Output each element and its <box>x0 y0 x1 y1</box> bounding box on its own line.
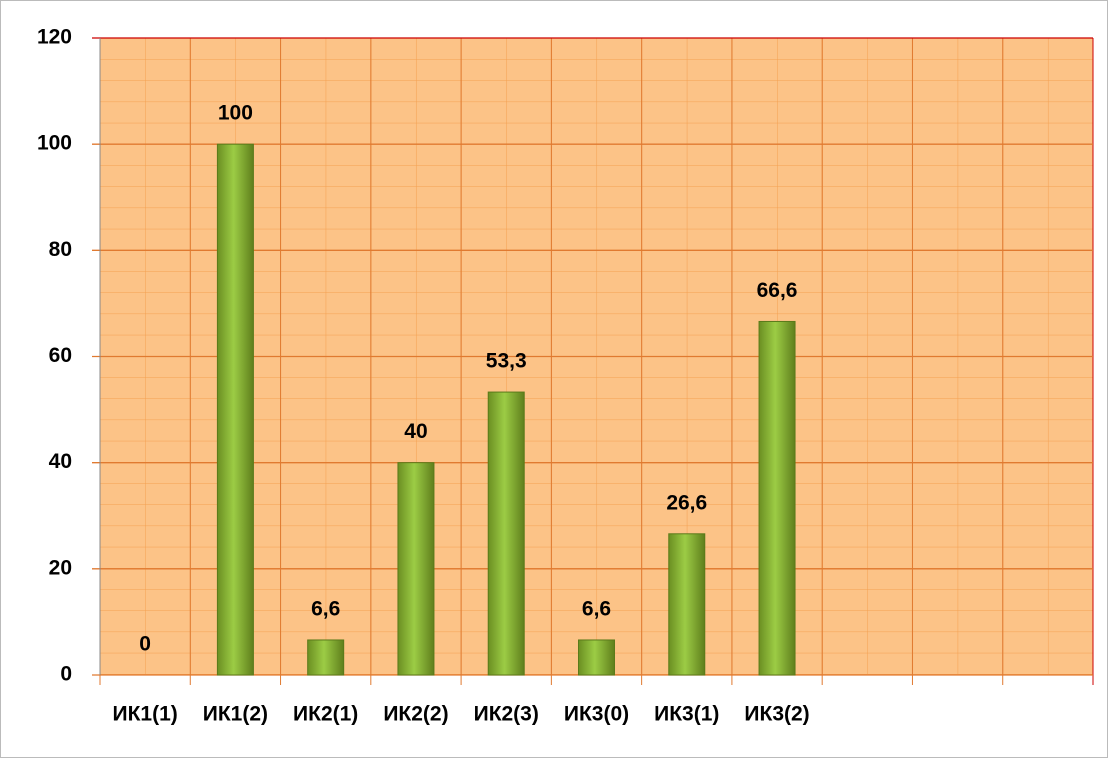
x-tick-label: ИК2(1) <box>293 703 358 726</box>
data-label: 0 <box>139 633 151 656</box>
data-label: 53,3 <box>486 350 527 373</box>
x-tick-label: ИК3(2) <box>744 703 809 726</box>
x-tick-label: ИК2(2) <box>383 703 448 726</box>
y-tick-label: 40 <box>49 450 72 473</box>
x-tick-label: ИК3(0) <box>564 703 629 726</box>
data-label: 100 <box>218 102 253 125</box>
bar <box>668 533 706 676</box>
data-label: 26,6 <box>666 491 707 514</box>
y-tick-label: 0 <box>60 663 72 686</box>
bar <box>307 639 345 676</box>
data-label: 6,6 <box>311 598 340 621</box>
y-tick-label: 120 <box>37 26 72 49</box>
x-tick-label: ИК1(2) <box>203 703 268 726</box>
data-label: 40 <box>404 420 427 443</box>
bar <box>578 639 615 676</box>
x-tick-label: ИК2(3) <box>474 703 539 726</box>
bar <box>487 391 525 676</box>
y-tick-label: 20 <box>49 556 72 579</box>
x-tick-label: ИК1(1) <box>113 703 178 726</box>
y-tick-label: 80 <box>49 238 72 261</box>
data-label: 6,6 <box>582 598 611 621</box>
bar <box>216 143 254 676</box>
bar <box>397 462 435 676</box>
data-label: 66,6 <box>757 279 798 302</box>
y-tick-label: 60 <box>49 344 72 367</box>
x-tick-label: ИК3(1) <box>654 703 719 726</box>
y-tick-label: 100 <box>37 132 72 155</box>
bar <box>758 320 796 676</box>
